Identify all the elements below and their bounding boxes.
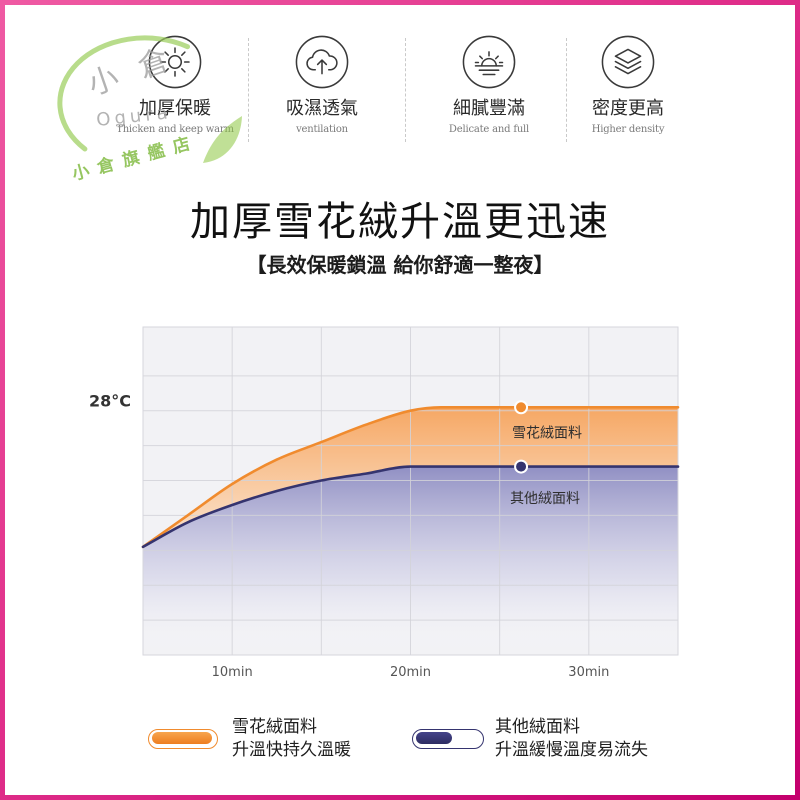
feature-higher-density: 密度更高 Higher density [553,35,703,136]
feature-thicken-warm: 加厚保暖 Thicken and keep warm [100,35,250,136]
legend-swatch-navy [412,729,484,749]
feature-label: 密度更高 [592,98,664,119]
feature-label: 加厚保暖 [139,98,211,119]
other-fleece-label: 其他絨面料 [510,491,580,507]
legend-item-snowflake-fleece: 雪花絨面料 升溫快持久溫暖 [148,716,351,762]
legend-text: 雪花絨面料 升溫快持久溫暖 [232,716,351,762]
cloud-upload-icon [295,35,349,89]
layers-icon [601,35,655,89]
dashed-divider [405,38,406,142]
feature-caption: ventilation [296,124,348,135]
feature-ventilation: 吸濕透氣 ventilation [247,35,397,136]
legend-name: 其他絨面料 [495,717,580,737]
legend-text: 其他絨面料 升溫緩慢溫度易流失 [495,716,648,762]
feature-delicate-full: 細膩豐滿 Delicate and full [414,35,564,136]
headline-subtitle: 【長效保暖鎖溫 給你舒適一整夜】 [246,253,554,277]
feature-caption: Thicken and keep warm [116,124,234,135]
sun-icon [148,35,202,89]
watermark-shop-name: 小倉旗艦店 [70,131,201,185]
legend-item-other-fleece: 其他絨面料 升溫緩慢溫度易流失 [412,716,648,762]
x-tick-label: 20min [390,665,431,680]
headline-title: 加厚雪花絨升溫更迅速 [190,199,610,245]
feature-label: 吸濕透氣 [286,98,358,119]
legend-description: 升溫快持久溫暖 [232,740,351,760]
x-tick-label: 30min [568,665,609,680]
snowflake-fleece-label: 雪花絨面料 [512,425,582,441]
other-fleece-marker [514,459,529,474]
feature-label: 細膩豐滿 [453,98,525,119]
feature-caption: Higher density [591,124,665,135]
x-tick-label: 10min [212,665,253,680]
snowflake-fleece-marker [514,400,529,415]
feature-caption: Delicate and full [448,124,530,135]
legend-description: 升溫緩慢溫度易流失 [495,740,648,760]
legend-name: 雪花絨面料 [232,717,317,737]
sunrise-icon [462,35,516,89]
y-tick-label: 28°C [89,392,131,411]
legend-swatch-orange [148,729,218,749]
